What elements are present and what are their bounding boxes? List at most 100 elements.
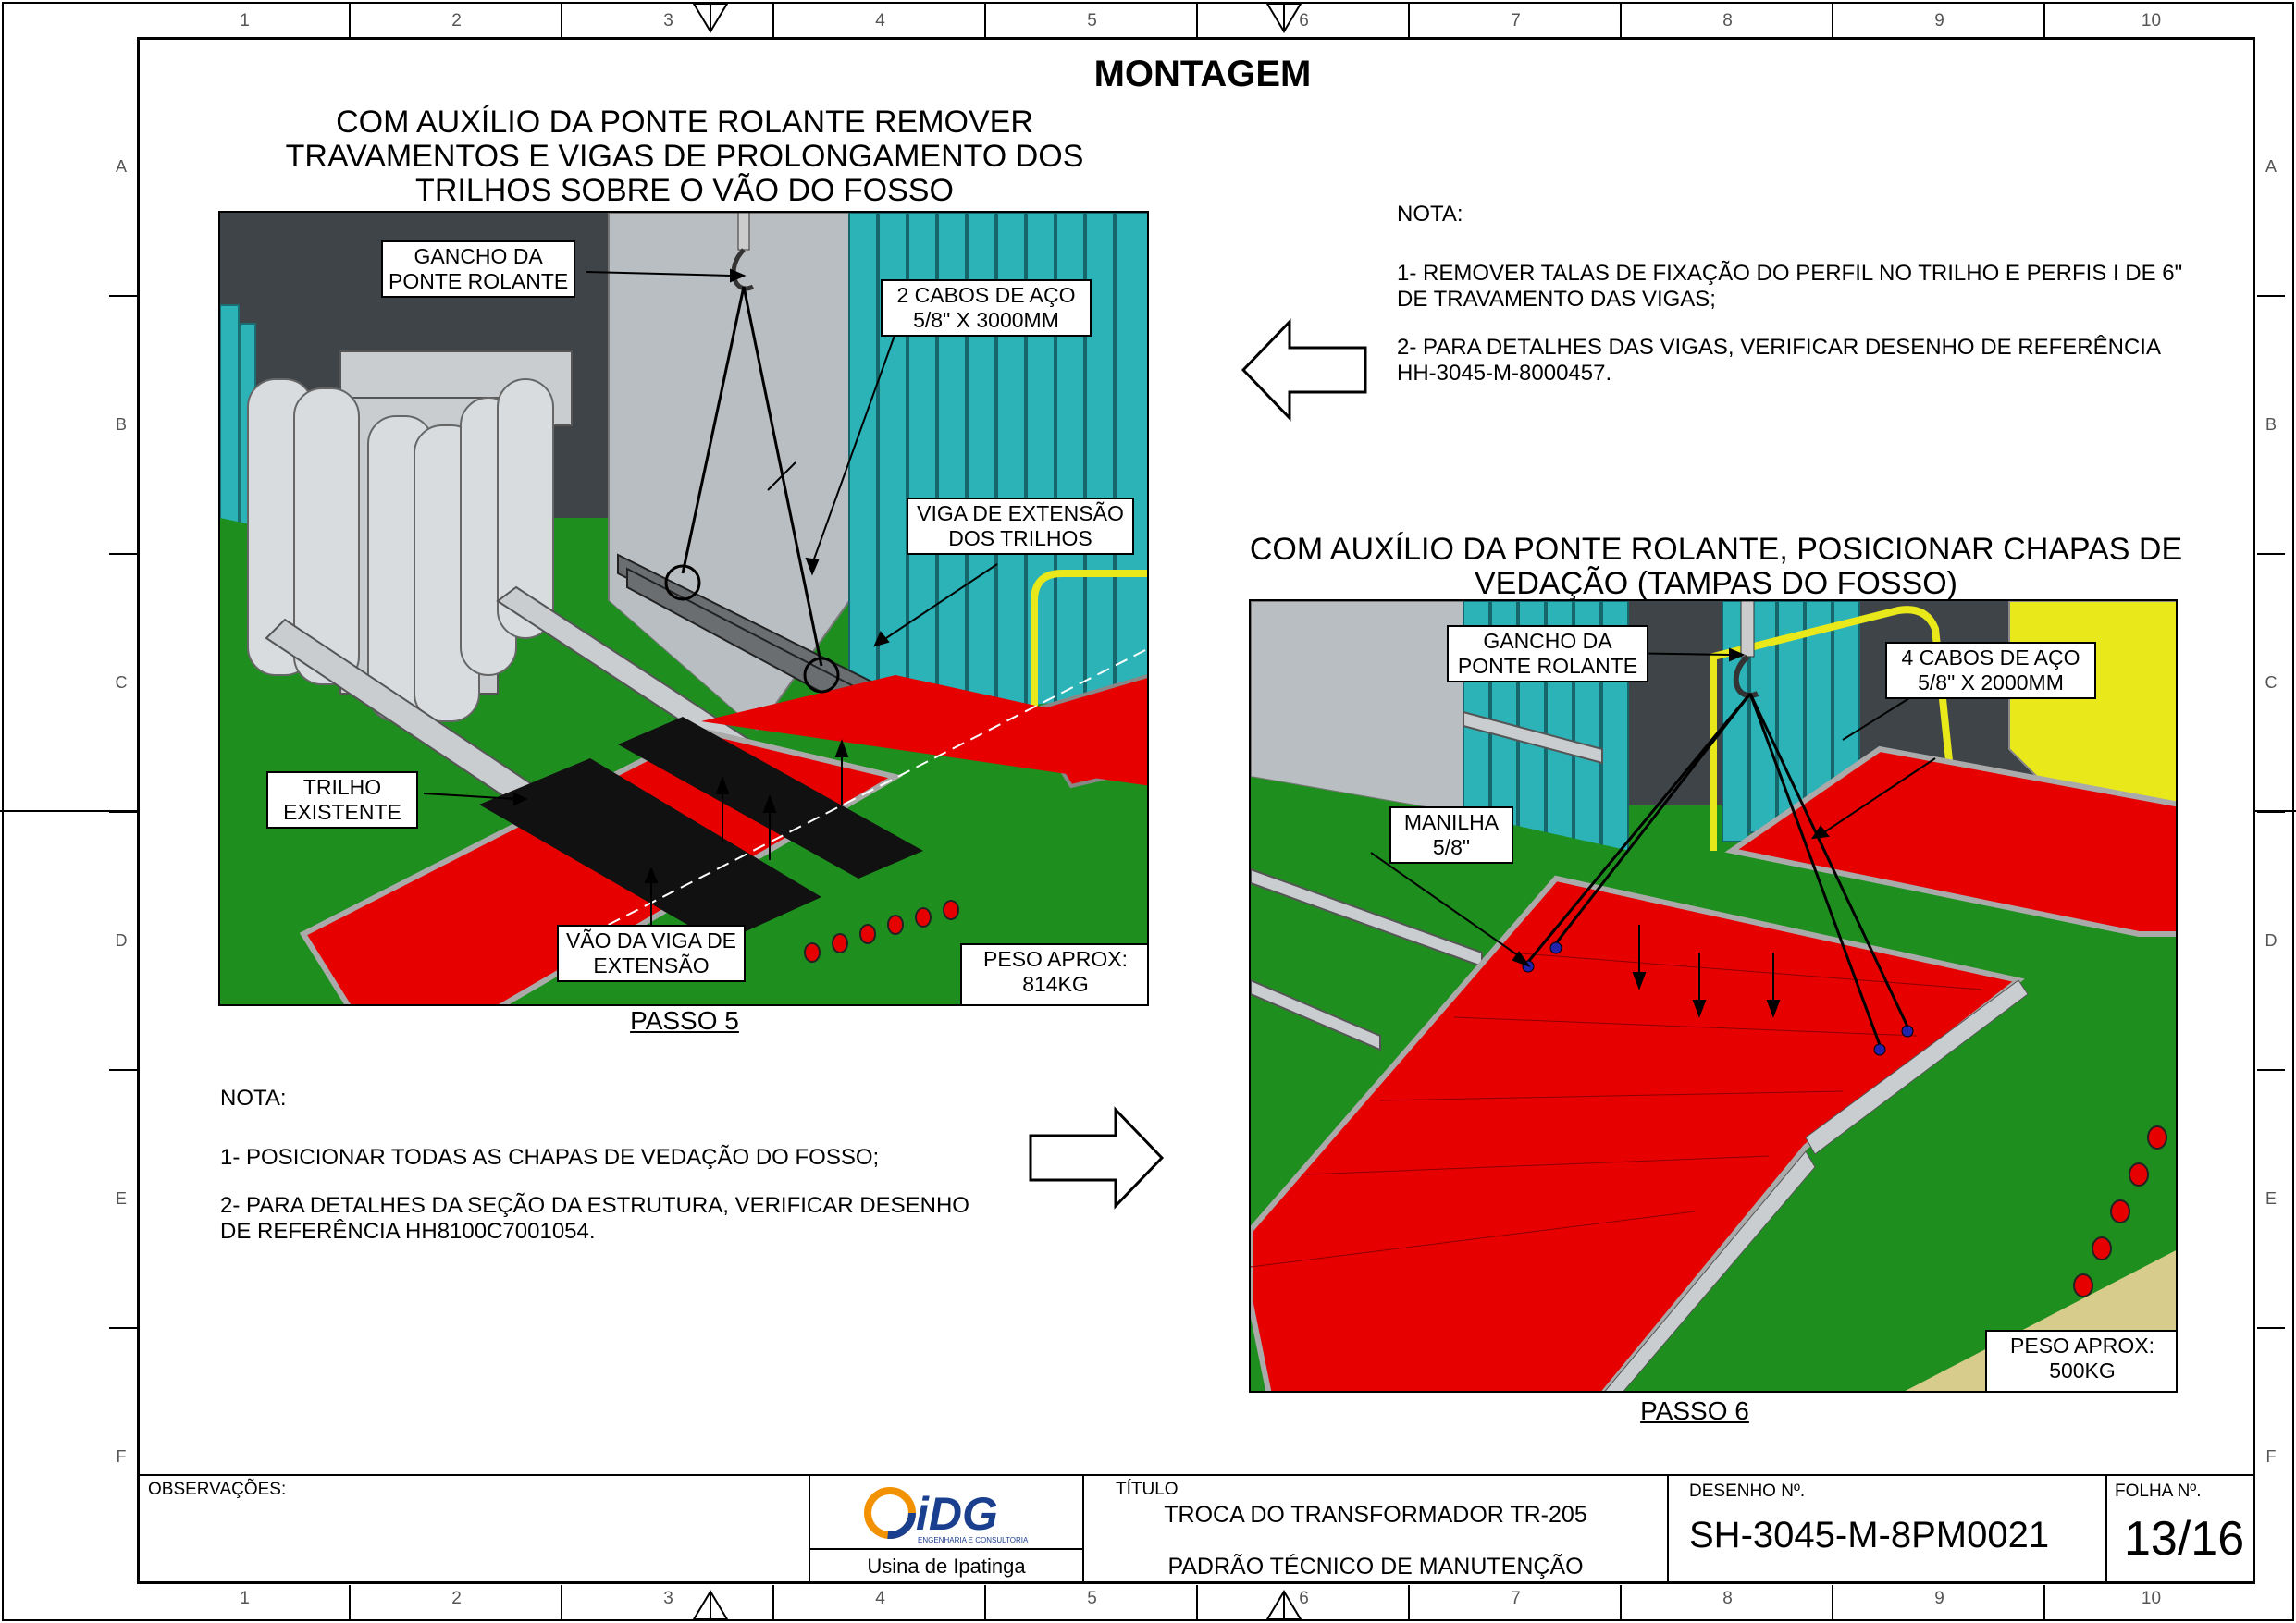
callout-cabos-de-aco: 2 CABOS DE AÇO 5/8" X 3000MM xyxy=(881,279,1092,337)
zone-row-letter: F xyxy=(116,1446,127,1466)
callout-trilho-existente: TRILHO EXISTENTE xyxy=(266,771,418,829)
zone-row-letter: D xyxy=(2265,930,2277,950)
zone-row-letter: B xyxy=(115,414,127,434)
zone-tick xyxy=(772,1585,774,1620)
step6-illustration: GANCHO DA PONTE ROLANTE 4 CABOS DE AÇO 5… xyxy=(1249,599,2178,1393)
callout-cabos-de-aco: 4 CABOS DE AÇO 5/8" X 2000MM xyxy=(1885,642,2096,699)
titulo-line-2: PADRÃO TÉCNICO DE MANUTENÇÃO xyxy=(1167,1554,1584,1580)
zone-tick xyxy=(984,1585,986,1620)
logo-subtitle: ENGENHARIA E CONSULTORIA xyxy=(918,1536,1029,1544)
note-line: 2- PARA DETALHES DA SEÇÃO DA ESTRUTURA, … xyxy=(220,1193,969,1218)
zone-tick xyxy=(2257,1069,2285,1071)
zone-tick xyxy=(2043,1585,2045,1620)
desenho-label: DESENHO Nº. xyxy=(1689,1482,1806,1501)
zone-row-letter: C xyxy=(2265,672,2277,692)
note-bottom: NOTA: 1- POSICIONAR TODAS AS CHAPAS DE V… xyxy=(220,1086,1034,1245)
note-line: 1- REMOVER TALAS DE FIXAÇÃO DO PERFIL NO… xyxy=(1397,261,2183,286)
callout-line: PONTE ROLANTE xyxy=(389,269,569,293)
folha-cell: FOLHA Nº. 13/16 xyxy=(2105,1474,2255,1584)
zone-row-letter: D xyxy=(115,930,128,950)
zone-column-number: 6 xyxy=(1299,1589,1309,1608)
zone-tick xyxy=(561,1585,562,1620)
zone-tick xyxy=(1832,1585,1833,1620)
zone-row-letter: B xyxy=(2265,414,2277,434)
step6-title-line: VEDAÇÃO (TAMPAS DO FOSSO) xyxy=(1474,566,1958,601)
zone-tick xyxy=(1620,1585,1622,1620)
step6-scene-drawing xyxy=(1251,601,2176,1391)
desenho-cell: DESENHO Nº. SH-3045-M-8PM0021 xyxy=(1667,1474,2107,1584)
desenho-number: SH-3045-M-8PM0021 xyxy=(1689,1515,2050,1555)
folha-label: FOLHA Nº. xyxy=(2115,1482,2202,1501)
callout-gancho-ponte-rolante: GANCHO DA PONTE ROLANTE xyxy=(1447,625,1648,682)
observacoes-cell: OBSERVAÇÕES: xyxy=(137,1474,810,1584)
callout-line: 814KG xyxy=(1022,972,1089,996)
plant-name: Usina de Ipatinga xyxy=(810,1548,1082,1582)
centering-mark-top-right xyxy=(1265,3,1302,33)
zone-column-number: 5 xyxy=(1087,1589,1097,1608)
step5-title-line: TRAVAMENTOS E VIGAS DE PROLONGAMENTO DOS xyxy=(285,139,1084,174)
step6-title: COM AUXÍLIO DA PONTE ROLANTE, POSICIONAR… xyxy=(1230,533,2202,601)
idg-logo: iDG ENGENHARIA E CONSULTORIA xyxy=(864,1487,1029,1544)
callout-line: PESO APROX: xyxy=(2010,1334,2154,1358)
zone-tick xyxy=(984,2,986,37)
titulo-line-1: TROCA DO TRANSFORMADOR TR-205 xyxy=(1164,1502,1587,1528)
centering-mark-bottom-right xyxy=(1265,1590,1302,1620)
zone-column-number: 1 xyxy=(240,1589,250,1608)
step6-title-line: COM AUXÍLIO DA PONTE ROLANTE, POSICIONAR… xyxy=(1249,532,2183,567)
zone-tick xyxy=(349,2,351,37)
arrow-right-icon xyxy=(1029,1106,1165,1210)
zone-column-number: 2 xyxy=(451,1589,462,1608)
note-heading: NOTA: xyxy=(1397,202,1463,227)
zone-tick xyxy=(1832,2,1833,37)
zone-tick xyxy=(109,553,137,555)
note-line: HH-3045-M-8000457. xyxy=(1397,361,1612,386)
note-line: 2- PARA DETALHES DAS VIGAS, VERIFICAR DE… xyxy=(1397,335,2161,360)
folha-number: 13/16 xyxy=(2124,1512,2245,1566)
callout-line: PONTE ROLANTE xyxy=(1457,654,1638,678)
note-item-2: 2- PARA DETALHES DAS VIGAS, VERIFICAR DE… xyxy=(1397,335,2229,387)
centering-mark-bottom-left xyxy=(692,1590,729,1620)
callout-line: EXISTENTE xyxy=(283,800,401,824)
logo-cell: iDG ENGENHARIA E CONSULTORIA Usina de Ip… xyxy=(809,1474,1084,1584)
zone-row-letter: A xyxy=(115,156,127,176)
zone-column-number: 6 xyxy=(1299,11,1309,31)
callout-line: PESO APROX: xyxy=(983,947,1128,971)
callout-line: MANILHA xyxy=(1403,810,1500,834)
zone-column-number: 3 xyxy=(663,11,673,31)
zone-column-number: 9 xyxy=(1934,11,1944,31)
callout-line: GANCHO DA xyxy=(414,244,543,268)
zone-tick xyxy=(349,1585,351,1620)
callout-line: VIGA DE EXTENSÃO xyxy=(917,501,1124,525)
titulo-label: TÍTULO xyxy=(1116,1480,1179,1499)
callout-line: 4 CABOS DE AÇO xyxy=(1901,646,2080,670)
callout-line: 2 CABOS DE AÇO xyxy=(896,283,1076,307)
zone-column-number: 8 xyxy=(1722,11,1733,31)
zone-column-number: 10 xyxy=(2141,11,2162,31)
centering-mark-top-left xyxy=(692,3,729,33)
callout-line: EXTENSÃO xyxy=(593,953,710,977)
zone-tick xyxy=(109,295,137,297)
logo-wordmark: iDG xyxy=(916,1488,998,1540)
arrow-left-icon xyxy=(1241,318,1367,422)
step5-title: COM AUXÍLIO DA PONTE ROLANTE REMOVER TRA… xyxy=(167,105,1203,208)
callout-manilha: MANILHA 5/8" xyxy=(1389,806,1513,864)
zone-row-letter: C xyxy=(115,672,128,692)
zone-column-number: 2 xyxy=(451,11,462,31)
zone-tick xyxy=(561,2,562,37)
step6-label: PASSO 6 xyxy=(1640,1396,1749,1425)
zone-column-number: 3 xyxy=(663,1589,673,1608)
zone-column-number: 4 xyxy=(875,11,885,31)
step5-illustration: GANCHO DA PONTE ROLANTE 2 CABOS DE AÇO 5… xyxy=(218,211,1149,1006)
zone-row-letter: F xyxy=(2265,1446,2277,1466)
observacoes-label: OBSERVAÇÕES: xyxy=(148,1480,287,1499)
callout-line: VÃO DA VIGA DE xyxy=(565,928,737,953)
callout-viga-de-extensao: VIGA DE EXTENSÃO DOS TRILHOS xyxy=(907,498,1134,555)
callout-line: DOS TRILHOS xyxy=(948,526,1092,550)
zone-tick xyxy=(109,1069,137,1071)
zone-tick xyxy=(109,811,137,813)
centering-mark-left xyxy=(0,810,137,812)
note-top: NOTA: 1- REMOVER TALAS DE FIXAÇÃO DO PER… xyxy=(1397,202,2229,387)
zone-tick xyxy=(1620,2,1622,37)
page-title: MONTAGEM xyxy=(1093,54,1312,94)
centering-mark-right xyxy=(2255,810,2296,812)
